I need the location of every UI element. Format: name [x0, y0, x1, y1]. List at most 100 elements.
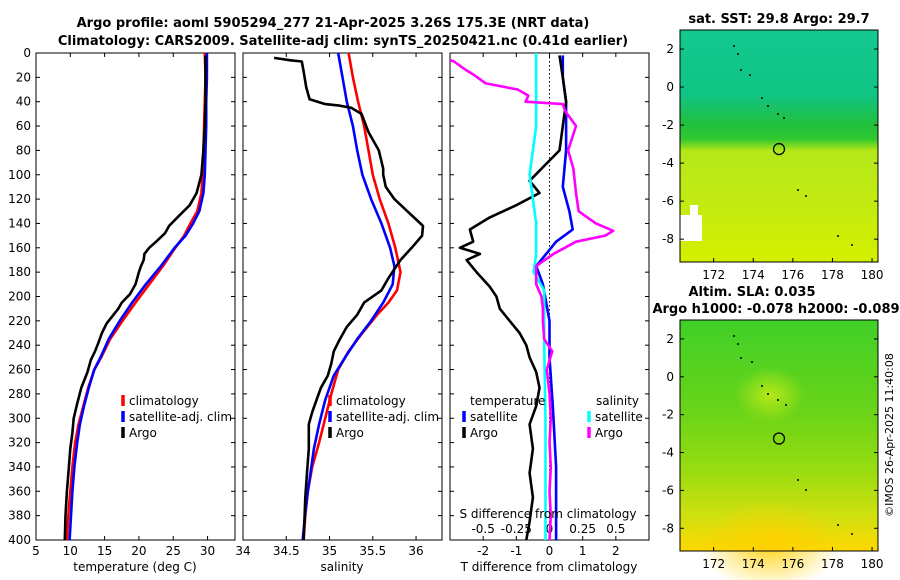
map-lat-label: 0 [666, 370, 674, 384]
legend-label: climatology [129, 394, 199, 408]
salinity-legend: climatology satellite-adj. clim Argo [328, 394, 439, 440]
map-lat-label: 2 [666, 42, 674, 56]
map-lon-label: 178 [821, 557, 844, 571]
x-tick-label: -2 [477, 544, 489, 558]
depth-tick-label: 340 [8, 460, 31, 474]
depth-tick-label: 20 [16, 70, 31, 84]
map-lon-label: 176 [781, 557, 804, 571]
sst-map-frame [679, 29, 879, 263]
sla-islands [733, 335, 853, 535]
map-lat-label: 0 [666, 80, 674, 94]
sst-map-title: sat. SST: 29.8 Argo: 29.7 [688, 12, 869, 27]
legend-label: Argo [336, 426, 364, 440]
map-lat-label: 2 [666, 332, 674, 346]
sla-map-ticks: 172 174 176 178 180 2 0 -2 -4 -6 -8 [662, 332, 883, 571]
difference-legend: temperature satellite Argo salinity sate… [462, 394, 643, 440]
salinity-axes [242, 52, 443, 541]
temperature-xlabel: temperature (deg C) [73, 560, 196, 574]
map-lat-label: -4 [662, 156, 674, 170]
legend-label: satellite [595, 410, 643, 424]
sla-map-title-2: Argo h1000: -0.078 h2000: -0.089 [652, 302, 899, 317]
map-lon-label: 174 [742, 268, 765, 282]
x-tick-label: 35.5 [359, 544, 386, 558]
map-lon-label: 172 [702, 557, 725, 571]
depth-tick-label: 160 [8, 241, 31, 255]
x-tick-label: 15 [97, 544, 112, 558]
s-diff-tick-label: 0.5 [606, 522, 625, 536]
temperature-legend: climatology satellite-adj. clim Argo [121, 394, 232, 440]
map-lat-label: -8 [662, 232, 674, 246]
map-lat-label: -6 [662, 483, 674, 497]
x-tick-label: 25 [166, 544, 181, 558]
t-diff-x-ticks: -2 -1 0 1 2 [477, 53, 620, 558]
legend-label: satellite-adj. clim [129, 410, 232, 424]
temperature-series [63, 53, 209, 540]
sla-map: 172 174 176 178 180 2 0 -2 -4 -6 -8 [662, 319, 884, 580]
s-diff-xlabel: S difference from climatology [460, 507, 637, 521]
x-tick-label: 30 [200, 544, 215, 558]
legend-label: Argo [129, 426, 157, 440]
depth-tick-label: 60 [16, 119, 31, 133]
legend-label: Argo [470, 426, 498, 440]
depth-tick-label: 320 [8, 436, 31, 450]
depth-tick-label: 360 [8, 484, 31, 498]
map-lat-label: -4 [662, 446, 674, 460]
series-satellite-adj-clim [68, 53, 209, 540]
x-tick-label: 20 [131, 544, 146, 558]
depth-tick-label: 400 [8, 533, 31, 547]
depth-tick-label: 80 [16, 143, 31, 157]
series-t-satellite [534, 55, 575, 540]
x-tick-label: 1 [579, 544, 587, 558]
sst-field [680, 30, 878, 262]
depth-tick-label: 200 [8, 290, 31, 304]
series-climatology [302, 53, 402, 540]
legend-title-salinity: salinity [596, 394, 639, 408]
legend-label: satellite [470, 410, 518, 424]
title-line-2: Climatology: CARS2009. Satellite-adj cli… [58, 34, 628, 49]
map-lon-label: 178 [821, 268, 844, 282]
x-tick-label: 10 [63, 544, 78, 558]
s-diff-tick-label: -0.25 [501, 522, 532, 536]
series-s-satellite [528, 53, 547, 540]
title-line-1: Argo profile: aoml 5905294_277 21-Apr-20… [77, 16, 590, 31]
x-tick-label: 34.5 [273, 544, 300, 558]
s-diff-tick-label: 0.25 [569, 522, 596, 536]
depth-tick-label: 40 [16, 95, 31, 109]
depth-tick-label: 280 [8, 387, 31, 401]
sst-map-ticks: 172 174 176 178 180 2 0 -2 -4 -6 -8 [662, 42, 883, 282]
legend-title-temperature: temperature [470, 394, 545, 408]
imos-credit: ©IMOS 26-Apr-2025 11:40:08 [883, 353, 896, 517]
x-tick-label: 35 [322, 544, 337, 558]
series-argo [273, 56, 425, 540]
salinity-series [273, 53, 425, 540]
x-tick-label: -1 [510, 544, 522, 558]
temperature-x-ticks: 5 10 15 20 25 30 [32, 53, 215, 558]
sla-high-anomaly [700, 500, 840, 580]
map-lon-label: 172 [702, 268, 725, 282]
difference-series [450, 53, 615, 540]
salinity-xlabel: salinity [320, 560, 363, 574]
sla-map-frame [679, 319, 879, 552]
legend-label: climatology [336, 394, 406, 408]
sst-argo-location-marker [772, 142, 786, 156]
legend-label: Argo [595, 426, 623, 440]
depth-tick-label: 120 [8, 192, 31, 206]
x-tick-label: 0 [546, 544, 554, 558]
map-lat-label: -2 [662, 118, 674, 132]
s-diff-tick-label: -0.5 [471, 522, 494, 536]
sst-missing-data [680, 215, 702, 241]
map-lon-label: 174 [742, 557, 765, 571]
s-diff-ticks: -0.5-0.2500.250.5 [471, 522, 625, 536]
map-lon-label: 180 [861, 557, 884, 571]
map-lon-label: 180 [861, 268, 884, 282]
x-tick-label: 34 [235, 544, 250, 558]
depth-tick-label: 100 [8, 168, 31, 182]
depth-axis-ticks: 0 20 40 60 80 100 120 140 160 180 200 220 240 260 280 3… [8, 46, 649, 547]
sla-anomaly [735, 367, 805, 423]
depth-tick-label: 140 [8, 216, 31, 230]
legend-label: satellite-adj. clim [336, 410, 439, 424]
x-tick-label: 5 [32, 544, 40, 558]
series-argo [63, 55, 207, 540]
t-diff-xlabel: T difference from climatology [460, 560, 638, 574]
